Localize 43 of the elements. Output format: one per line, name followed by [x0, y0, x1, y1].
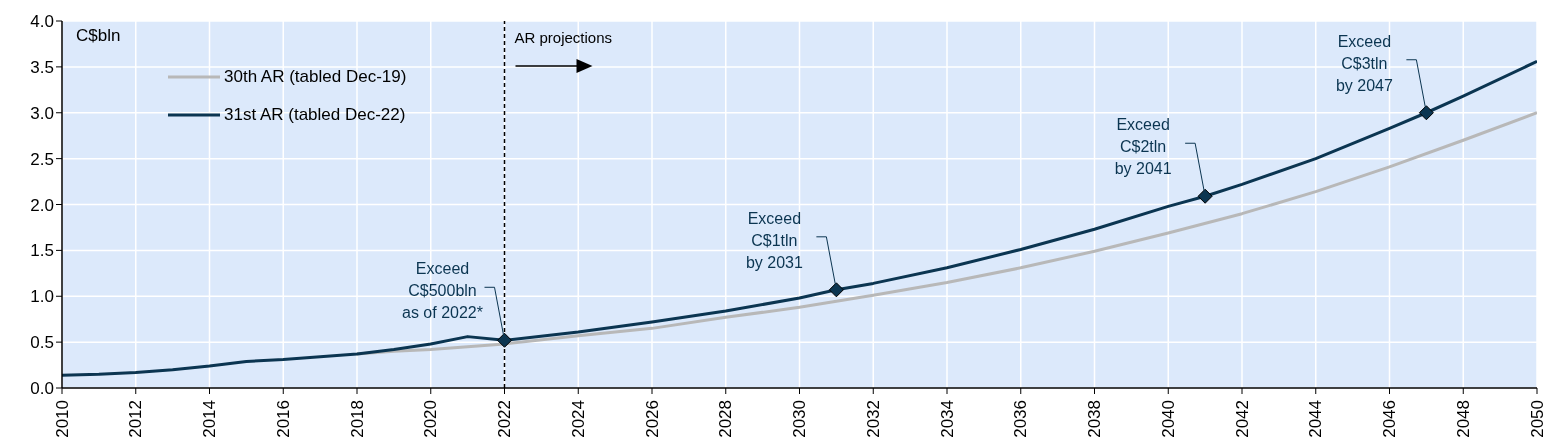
point [828, 282, 844, 298]
x-tick-label: 2012 [126, 400, 146, 438]
x-tick-label: 2028 [716, 400, 736, 438]
x-tick-label: 2032 [863, 400, 883, 438]
point [497, 332, 512, 348]
y-tick-label: 1.0 [30, 287, 54, 307]
y-tick-label: 1.5 [30, 241, 54, 261]
x-tick-label: 2024 [568, 400, 588, 438]
x-tick-label: 2048 [1453, 400, 1473, 438]
annotation: Exceed C$1tln by 2031 [745, 209, 803, 271]
x-tick-label: 2030 [790, 400, 809, 438]
x-tick-label: 2050 [1527, 400, 1547, 438]
x-tick-label: 2038 [1085, 400, 1104, 438]
y-axis-title: C$bln [76, 26, 121, 45]
annotation: Exceed C$3tln by 2047 [1335, 32, 1393, 94]
annotation: Exceed C$500bln as of 2022* [402, 260, 483, 322]
legend-label: 30th AR (tabled Dec-19) [224, 67, 407, 87]
x-tick-label: 2026 [642, 400, 662, 438]
annotation: Exceed C$2tln by 2041 [1114, 116, 1172, 178]
y-tick-label: 3.0 [30, 103, 54, 123]
ref-line-label: AR projections [514, 29, 613, 46]
y-tick-label: 0.5 [30, 333, 54, 353]
line-series [62, 59, 1537, 377]
x-tick-label: 2034 [937, 400, 957, 438]
x-tick-label: 2020 [421, 400, 441, 438]
y-tick-label: 0.0 [30, 379, 54, 399]
x-tick-label: 2022 [495, 400, 514, 438]
point [1197, 188, 1213, 204]
x-tick-label: 2010 [52, 400, 72, 438]
y-tick-label: 2.5 [30, 149, 54, 169]
x-tick-label: 2040 [1158, 400, 1178, 438]
x-tick-label: 2018 [347, 400, 367, 438]
x-tick-label: 2042 [1232, 400, 1252, 438]
legend-label: 31st AR (tabled Dec-22) [224, 105, 406, 125]
x-tick-label: 2036 [1011, 400, 1031, 438]
y-tick-label: 2.0 [30, 195, 54, 215]
y-tick-label: 4.0 [30, 12, 54, 32]
x-tick-label: 2016 [273, 400, 293, 438]
x-tick-label: 2014 [200, 400, 219, 438]
y-tick-label: 3.5 [30, 57, 54, 77]
point [1418, 105, 1434, 121]
x-tick-label: 2046 [1380, 400, 1399, 438]
x-tick-label: 2044 [1306, 400, 1326, 438]
